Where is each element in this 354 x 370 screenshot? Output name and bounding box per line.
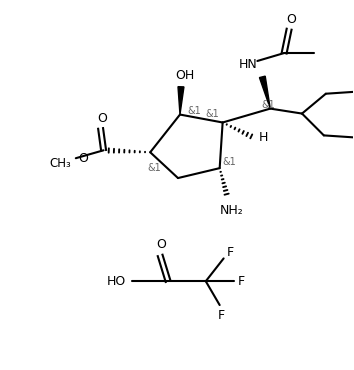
Text: CH₃: CH₃	[49, 157, 71, 170]
Text: O: O	[156, 238, 166, 251]
Text: H: H	[259, 131, 268, 144]
Text: HO: HO	[107, 275, 126, 288]
Text: HN: HN	[239, 58, 258, 71]
Text: NH₂: NH₂	[220, 204, 244, 217]
Text: F: F	[238, 275, 245, 288]
Text: F: F	[218, 309, 225, 323]
Text: OH: OH	[175, 69, 195, 83]
Text: O: O	[286, 13, 296, 26]
Text: O: O	[78, 152, 88, 165]
Text: O: O	[98, 112, 108, 125]
Polygon shape	[178, 87, 184, 115]
Text: &1: &1	[261, 100, 275, 110]
Polygon shape	[259, 76, 270, 109]
Text: &1: &1	[223, 157, 236, 167]
Text: &1: &1	[206, 108, 219, 118]
Text: &1: &1	[147, 163, 161, 173]
Text: F: F	[227, 246, 234, 259]
Text: &1: &1	[187, 105, 201, 115]
